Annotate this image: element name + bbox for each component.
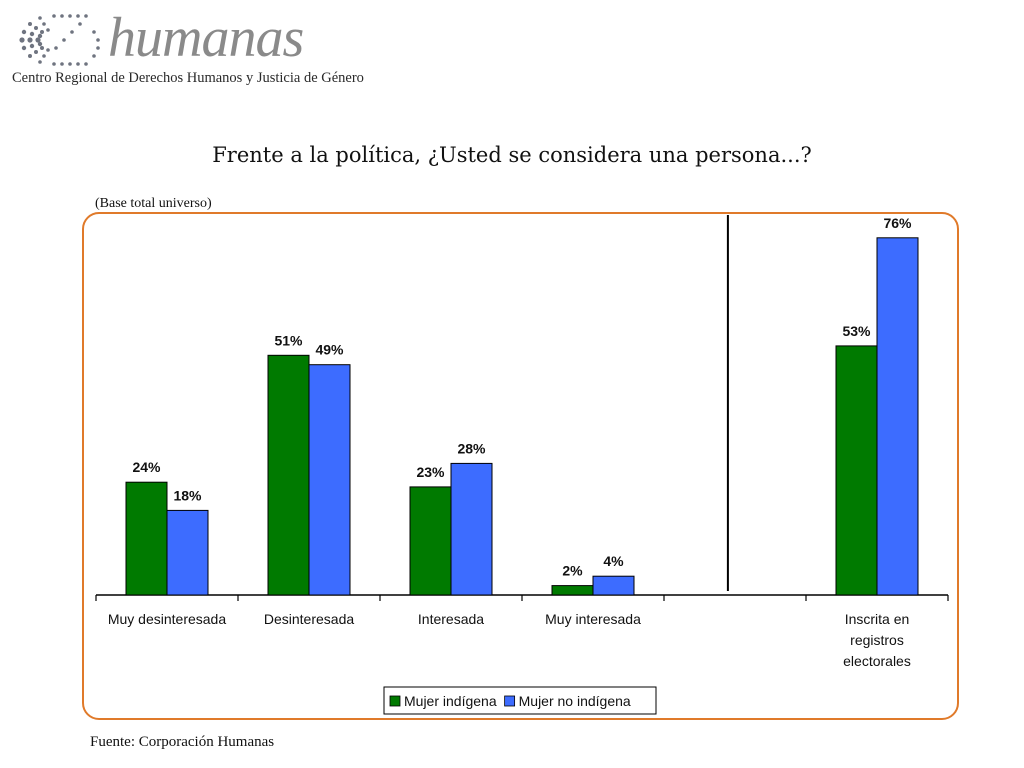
legend-label: Mujer no indígena bbox=[519, 693, 631, 709]
logo-wordmark: humanas bbox=[108, 7, 304, 69]
data-label: 18% bbox=[173, 487, 202, 503]
logo-mark-icon bbox=[19, 14, 100, 66]
logo: humanas Centro Regional de Derechos Huma… bbox=[0, 0, 364, 100]
legend-swatch bbox=[504, 695, 516, 707]
x-tick-label: Muy interesada bbox=[545, 611, 641, 627]
data-label: 24% bbox=[132, 459, 161, 475]
bar bbox=[450, 462, 493, 596]
x-tick-label: electorales bbox=[843, 653, 911, 669]
data-label: 49% bbox=[315, 342, 344, 358]
data-label: 53% bbox=[842, 323, 871, 339]
bar bbox=[876, 237, 919, 596]
data-label: 51% bbox=[274, 332, 303, 348]
bar bbox=[267, 354, 310, 596]
x-tick-label: Interesada bbox=[418, 611, 484, 627]
data-label: 76% bbox=[883, 215, 912, 231]
bar bbox=[308, 364, 351, 596]
x-tick-label: Muy desinteresada bbox=[108, 611, 227, 627]
base-note: (Base total universo) bbox=[95, 196, 212, 211]
logo-subtitle: Centro Regional de Derechos Humanos y Ju… bbox=[12, 70, 364, 86]
data-label: 23% bbox=[416, 464, 445, 480]
bar bbox=[835, 345, 878, 596]
data-label: 2% bbox=[562, 563, 583, 579]
data-label: 4% bbox=[603, 553, 624, 569]
x-tick-label: registros bbox=[850, 632, 904, 648]
bar bbox=[409, 486, 452, 596]
legend-swatch bbox=[389, 695, 401, 707]
bar bbox=[166, 509, 209, 596]
x-tick-label: Inscrita en bbox=[845, 611, 910, 627]
bar bbox=[592, 575, 635, 596]
data-label: 28% bbox=[457, 440, 486, 456]
source-note: Fuente: Corporación Humanas bbox=[90, 734, 275, 750]
legend-label: Mujer indígena bbox=[404, 693, 497, 709]
chart-title: Frente a la política, ¿Usted se consider… bbox=[212, 143, 812, 167]
bar bbox=[125, 481, 168, 596]
chart-frame bbox=[82, 212, 959, 720]
bar bbox=[551, 585, 594, 596]
legend-box bbox=[383, 686, 657, 715]
x-tick-label: Desinteresada bbox=[264, 611, 354, 627]
